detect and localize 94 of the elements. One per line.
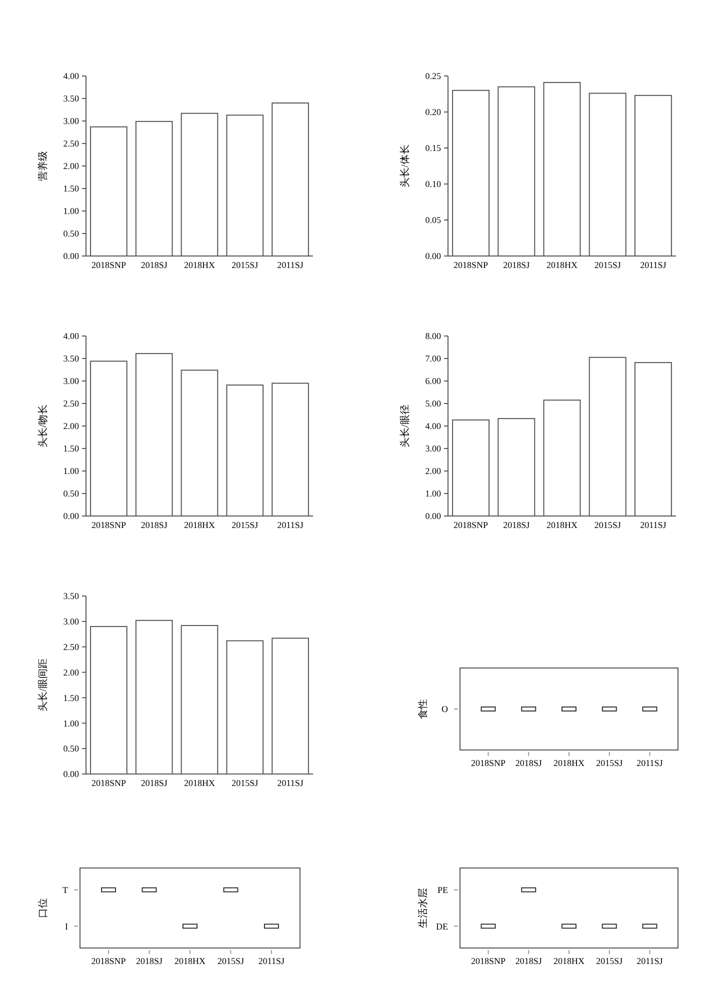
- y-axis-title: 生活水层: [417, 888, 429, 928]
- x-tick-label: 2018SNP: [91, 956, 126, 966]
- x-tick-label: 2018SJ: [136, 956, 164, 966]
- y-tick-label: 3.50: [63, 354, 80, 364]
- y-tick-label: O: [442, 704, 448, 714]
- y-axis-title: 营养级: [37, 151, 49, 181]
- y-tick-label: 2.00: [63, 421, 80, 432]
- x-tick-label: 2018HX: [184, 778, 216, 788]
- y-tick-label: 6.00: [425, 376, 442, 386]
- x-tick-label: 2018SJ: [503, 260, 530, 270]
- y-tick-label: 0.50: [63, 228, 80, 239]
- x-tick-label: 2011SJ: [277, 260, 304, 270]
- x-tick-label: 2015SJ: [217, 956, 244, 966]
- y-axis-title: 头长/吻长: [37, 404, 49, 448]
- y-tick-label: 2.50: [63, 398, 80, 409]
- y-tick-label: 0.10: [425, 179, 442, 190]
- x-tick-label: 2011SJ: [640, 520, 667, 530]
- x-tick-label: 2011SJ: [277, 778, 304, 788]
- x-tick-label: 2011SJ: [258, 956, 286, 966]
- x-tick-label: 2018SJ: [140, 778, 168, 788]
- y-axis-title: 口位: [37, 898, 49, 918]
- y-axis-title: 头长/眼间距: [37, 658, 49, 712]
- y-tick-label: 4.00: [63, 331, 80, 342]
- y-tick-label: 1.00: [63, 466, 80, 476]
- x-tick-label: 2018SNP: [471, 758, 506, 768]
- y-tick-label: 0.20: [425, 107, 442, 118]
- y-tick-label: DE: [436, 921, 448, 932]
- y-tick-label: 0.50: [63, 744, 80, 754]
- x-tick-label: 2018SNP: [454, 260, 488, 270]
- x-tick-label: 2015SJ: [594, 520, 622, 530]
- y-tick-label: 1.50: [63, 184, 80, 194]
- y-tick-label: 3.50: [63, 94, 80, 104]
- x-tick-label: 2018SNP: [91, 520, 126, 530]
- y-tick-label: 0.00: [425, 511, 442, 522]
- y-tick-label: 7.00: [425, 354, 442, 364]
- x-tick-label: 2018HX: [184, 520, 216, 530]
- y-tick-label: 0.25: [425, 71, 442, 82]
- y-tick-label: 0.00: [63, 769, 80, 780]
- x-tick-label: 2018HX: [184, 260, 216, 270]
- x-tick-label: 2018SNP: [471, 956, 506, 966]
- x-tick-label: 2018SNP: [91, 778, 126, 788]
- x-tick-label: 2015SJ: [232, 778, 259, 788]
- x-tick-label: 2018SNP: [91, 260, 126, 270]
- x-tick-label: 2018HX: [546, 260, 578, 270]
- x-tick-label: 2015SJ: [596, 956, 624, 966]
- y-tick-label: 3.00: [425, 444, 442, 454]
- x-tick-label: 2018HX: [546, 520, 578, 530]
- x-tick-label: 2011SJ: [636, 758, 664, 768]
- x-tick-label: 2015SJ: [232, 520, 259, 530]
- x-tick-label: 2018SNP: [454, 520, 488, 530]
- y-tick-label: 5.00: [425, 398, 442, 409]
- y-tick-label: 2.00: [425, 466, 442, 476]
- y-tick-label: 3.00: [63, 376, 80, 386]
- y-tick-label: 0.00: [63, 251, 80, 262]
- y-tick-label: 0.00: [425, 251, 442, 262]
- x-tick-label: 2018SJ: [140, 260, 168, 270]
- y-tick-label: 0.05: [425, 215, 442, 226]
- y-tick-label: 1.00: [63, 206, 80, 216]
- y-tick-label: T: [62, 884, 68, 895]
- y-axis-title: 食性: [417, 699, 429, 719]
- x-tick-label: 2011SJ: [636, 956, 664, 966]
- x-tick-label: 2018HX: [554, 758, 585, 768]
- y-tick-label: PE: [437, 884, 448, 895]
- y-tick-label: 0.50: [63, 488, 80, 499]
- y-axis-title: 头长/眼径: [399, 404, 411, 448]
- x-tick-label: 2015SJ: [594, 260, 622, 270]
- y-tick-label: 1.00: [63, 718, 80, 728]
- x-tick-label: 2018HX: [174, 956, 206, 966]
- y-tick-label: 3.00: [63, 616, 80, 627]
- y-tick-label: 1.00: [425, 488, 442, 499]
- y-tick-label: I: [65, 921, 68, 932]
- y-tick-label: 0.15: [425, 143, 442, 154]
- y-tick-label: 2.50: [63, 138, 80, 149]
- x-tick-label: 2018SJ: [515, 758, 542, 768]
- x-tick-label: 2018SJ: [503, 520, 530, 530]
- y-axis-title: 头长/体长: [399, 144, 411, 188]
- y-tick-label: 4.00: [425, 421, 442, 432]
- x-tick-label: 2015SJ: [232, 260, 259, 270]
- x-tick-label: 2018HX: [554, 956, 585, 966]
- y-tick-label: 2.00: [63, 667, 80, 678]
- y-tick-label: 8.00: [425, 331, 442, 342]
- x-tick-label: 2011SJ: [277, 520, 304, 530]
- y-tick-label: 2.50: [63, 642, 80, 652]
- y-tick-label: 4.00: [63, 71, 80, 82]
- y-tick-label: 1.50: [63, 444, 80, 454]
- x-tick-label: 2018SJ: [515, 956, 542, 966]
- y-tick-label: 3.50: [63, 591, 80, 602]
- x-tick-label: 2011SJ: [640, 260, 667, 270]
- x-tick-label: 2015SJ: [596, 758, 624, 768]
- x-tick-label: 2018SJ: [140, 520, 168, 530]
- y-tick-label: 3.00: [63, 116, 80, 126]
- y-tick-label: 0.00: [63, 511, 80, 522]
- y-tick-label: 1.50: [63, 692, 80, 703]
- y-tick-label: 2.00: [63, 161, 80, 172]
